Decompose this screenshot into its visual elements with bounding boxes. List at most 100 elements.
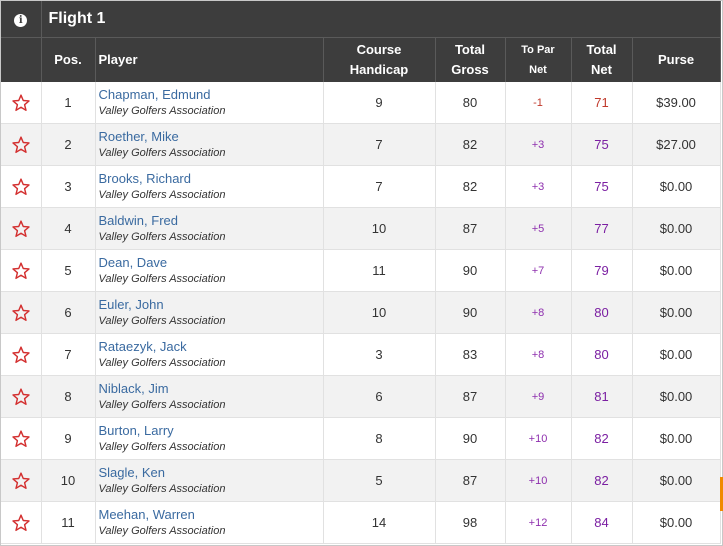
total-net: 80 <box>571 291 633 334</box>
position: 2 <box>41 123 96 166</box>
player-club: Valley Golfers Association <box>98 357 226 369</box>
favorite-cell[interactable] <box>1 417 42 460</box>
column-header-row: Pos. Player Course Handicap Total Gross … <box>1 37 721 82</box>
to-par-net: +10 <box>505 417 572 460</box>
player-name-link[interactable]: Rataezyk, Jack <box>98 339 187 354</box>
col-course-handicap-line1: Course <box>356 42 402 57</box>
table-row[interactable]: 1 Chapman, Edmund Valley Golfers Associa… <box>1 82 721 124</box>
table-row[interactable]: 10 Slagle, Ken Valley Golfers Associatio… <box>1 459 721 502</box>
position: 7 <box>41 333 96 376</box>
player-cell: Chapman, Edmund Valley Golfers Associati… <box>95 82 324 124</box>
star-icon[interactable] <box>11 471 31 491</box>
table-row[interactable]: 4 Baldwin, Fred Valley Golfers Associati… <box>1 207 721 250</box>
player-name-link[interactable]: Chapman, Edmund <box>98 87 211 102</box>
total-gross: 90 <box>435 249 506 292</box>
star-icon[interactable] <box>11 387 31 407</box>
col-course-handicap-line2: Handicap <box>349 62 409 77</box>
player-name-link[interactable]: Baldwin, Fred <box>98 213 178 228</box>
total-gross: 98 <box>435 501 506 544</box>
table-row[interactable]: 3 Brooks, Richard Valley Golfers Associa… <box>1 165 721 208</box>
player-cell: Niblack, Jim Valley Golfers Association <box>95 375 324 418</box>
table-row[interactable]: 5 Dean, Dave Valley Golfers Association … <box>1 249 721 292</box>
col-total-gross-line2: Gross <box>451 62 489 77</box>
player-name-link[interactable]: Roether, Mike <box>98 129 179 144</box>
favorite-cell[interactable] <box>1 249 42 292</box>
total-net: 82 <box>571 417 633 460</box>
favorite-cell[interactable] <box>1 333 42 376</box>
table-row[interactable]: 8 Niblack, Jim Valley Golfers Associatio… <box>1 375 721 418</box>
position: 10 <box>41 459 96 502</box>
player-name-link[interactable]: Brooks, Richard <box>98 171 191 186</box>
star-icon[interactable] <box>11 261 31 281</box>
position: 8 <box>41 375 96 418</box>
star-icon[interactable] <box>11 345 31 365</box>
purse: $0.00 <box>632 207 721 250</box>
purse: $0.00 <box>632 417 721 460</box>
course-handicap: 10 <box>323 207 436 250</box>
course-handicap: 9 <box>323 82 436 124</box>
col-pos[interactable]: Pos. <box>41 37 96 82</box>
flight-title: Flight 1 <box>48 10 106 27</box>
col-player[interactable]: Player <box>95 37 324 82</box>
player-name-link[interactable]: Meehan, Warren <box>98 507 195 522</box>
player-cell: Euler, John Valley Golfers Association <box>95 291 324 334</box>
course-handicap: 6 <box>323 375 436 418</box>
star-icon[interactable] <box>11 93 31 113</box>
course-handicap: 7 <box>323 165 436 208</box>
table-row[interactable]: 2 Roether, Mike Valley Golfers Associati… <box>1 123 721 166</box>
course-handicap: 7 <box>323 123 436 166</box>
to-par-net: +3 <box>505 165 572 208</box>
favorite-cell[interactable] <box>1 82 42 124</box>
star-icon[interactable] <box>11 303 31 323</box>
col-total-gross[interactable]: Total Gross <box>435 37 506 82</box>
total-net: 82 <box>571 459 633 502</box>
player-cell: Rataezyk, Jack Valley Golfers Associatio… <box>95 333 324 376</box>
to-par-net: +10 <box>505 459 572 502</box>
table-row[interactable]: 7 Rataezyk, Jack Valley Golfers Associat… <box>1 333 721 376</box>
flight-title-cell: Flight 1 <box>41 1 721 38</box>
star-icon[interactable] <box>11 219 31 239</box>
to-par-net: +3 <box>505 123 572 166</box>
star-icon[interactable] <box>11 429 31 449</box>
table-row[interactable]: 6 Euler, John Valley Golfers Association… <box>1 291 721 334</box>
to-par-net: +5 <box>505 207 572 250</box>
purse: $0.00 <box>632 165 721 208</box>
table-row[interactable]: 9 Burton, Larry Valley Golfers Associati… <box>1 417 721 460</box>
player-name-link[interactable]: Slagle, Ken <box>98 465 166 480</box>
favorite-cell[interactable] <box>1 165 42 208</box>
table-row[interactable]: 11 Meehan, Warren Valley Golfers Associa… <box>1 501 721 544</box>
scroll-indicator[interactable] <box>720 477 723 511</box>
player-club: Valley Golfers Association <box>98 147 226 159</box>
player-name-link[interactable]: Euler, John <box>98 297 164 312</box>
purse: $0.00 <box>632 249 721 292</box>
player-name-link[interactable]: Dean, Dave <box>98 255 168 270</box>
favorite-cell[interactable] <box>1 375 42 418</box>
favorite-cell[interactable] <box>1 501 42 544</box>
total-gross: 90 <box>435 417 506 460</box>
col-purse[interactable]: Purse <box>632 37 721 82</box>
favorite-cell[interactable] <box>1 291 42 334</box>
player-name-link[interactable]: Burton, Larry <box>98 423 174 438</box>
player-cell: Meehan, Warren Valley Golfers Associatio… <box>95 501 324 544</box>
position: 6 <box>41 291 96 334</box>
position: 9 <box>41 417 96 460</box>
purse: $0.00 <box>632 459 721 502</box>
favorite-cell[interactable] <box>1 207 42 250</box>
info-icon[interactable]: i <box>14 14 28 27</box>
col-total-net[interactable]: Total Net <box>571 37 633 82</box>
star-icon[interactable] <box>11 135 31 155</box>
col-course-handicap[interactable]: Course Handicap <box>323 37 436 82</box>
player-club: Valley Golfers Association <box>98 483 226 495</box>
total-net: 75 <box>571 165 633 208</box>
player-club: Valley Golfers Association <box>98 315 226 327</box>
player-cell: Dean, Dave Valley Golfers Association <box>95 249 324 292</box>
player-name-link[interactable]: Niblack, Jim <box>98 381 169 396</box>
favorite-cell[interactable] <box>1 459 42 502</box>
col-to-par-net[interactable]: To Par Net <box>505 37 572 82</box>
favorite-cell[interactable] <box>1 123 42 166</box>
flight-info-cell[interactable]: i <box>1 1 42 38</box>
course-handicap: 5 <box>323 459 436 502</box>
star-icon[interactable] <box>11 513 31 533</box>
purse: $0.00 <box>632 375 721 418</box>
star-icon[interactable] <box>11 177 31 197</box>
